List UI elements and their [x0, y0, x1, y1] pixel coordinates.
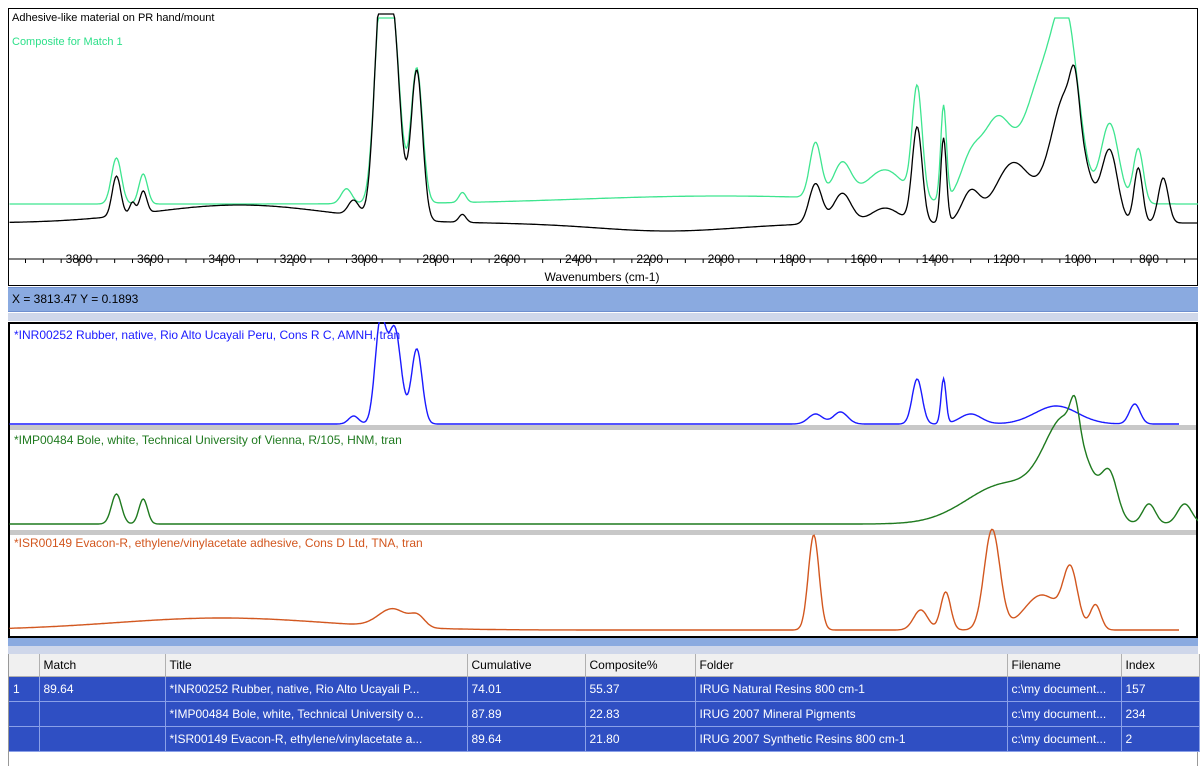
column-header-match[interactable]: Match — [39, 654, 166, 677]
table-row[interactable]: 1 89.64 *INR00252 Rubber, native, Rio Al… — [9, 676, 1200, 702]
cumulative-cell: 74.01 — [467, 676, 586, 702]
x-tick-label: 800 — [1139, 252, 1159, 266]
composite-cell: 22.83 — [585, 701, 696, 727]
x-axis-label: Wavenumbers (cm-1) — [544, 270, 660, 284]
match-value: 89.64 — [39, 676, 166, 702]
library-spectrum-title-1: *INR00252 Rubber, native, Rio Alto Ucaya… — [14, 328, 401, 342]
x-tick-label: 1400 — [922, 252, 949, 266]
filename-cell: c:\my document... — [1007, 676, 1122, 702]
x-tick-label: 3200 — [280, 252, 307, 266]
table-row[interactable]: *IMP00484 Bole, white, Technical Univers… — [9, 701, 1200, 727]
x-tick-label: 2400 — [565, 252, 592, 266]
library-spectrum-line-1 — [9, 322, 1179, 425]
splitter[interactable] — [8, 646, 1198, 654]
x-tick-label: 1600 — [850, 252, 877, 266]
match-results-table[interactable]: Match Title Cumulative Composite% Folder… — [8, 654, 1200, 766]
x-tick-label: 1200 — [993, 252, 1020, 266]
row-number: 1 — [9, 676, 40, 702]
library-spectra-panel[interactable] — [8, 322, 1198, 638]
row-number — [9, 701, 40, 727]
library-spectrum-title-3: *ISR00149 Evacon-R, ethylene/vinylacetat… — [14, 536, 423, 550]
x-tick-label: 3000 — [351, 252, 378, 266]
spectrum-plot-area[interactable] — [8, 8, 1198, 286]
filename-cell: c:\my document... — [1007, 701, 1122, 727]
cursor-readout-bar — [8, 287, 1198, 312]
sample-spectrum-line — [9, 13, 1198, 232]
composite-cell: 55.37 — [585, 676, 696, 702]
row-number — [9, 726, 40, 752]
x-tick-label: 2600 — [494, 252, 521, 266]
index-cell: 234 — [1121, 701, 1200, 727]
x-tick-label: 1800 — [779, 252, 806, 266]
library-spectrum-title-2: *IMP00484 Bole, white, Technical Univers… — [14, 433, 402, 447]
folder-cell: IRUG 2007 Mineral Pigments — [695, 701, 1008, 727]
title-cell: *IMP00484 Bole, white, Technical Univers… — [165, 701, 468, 727]
column-header-title[interactable]: Title — [165, 654, 468, 677]
cursor-readout: X = 3813.47 Y = 0.1893 — [12, 292, 139, 306]
cumulative-cell: 87.89 — [467, 701, 586, 727]
composite-cell: 21.80 — [585, 726, 696, 752]
folder-cell: IRUG 2007 Synthetic Resins 800 cm-1 — [695, 726, 1008, 752]
match-value — [39, 701, 166, 727]
splitter[interactable] — [8, 638, 1198, 646]
column-header-cumulative[interactable]: Cumulative — [467, 654, 586, 677]
legend-composite: Composite for Match 1 — [12, 36, 123, 48]
x-tick-label: 2200 — [636, 252, 663, 266]
x-tick-label: 3800 — [66, 252, 93, 266]
library-spectra-plot — [9, 322, 1198, 631]
index-cell: 157 — [1121, 676, 1200, 702]
x-tick-label: 2800 — [422, 252, 449, 266]
pane-divider — [10, 425, 1196, 430]
pane-divider — [10, 530, 1196, 535]
column-header-folder[interactable]: Folder — [695, 654, 1008, 677]
x-axis-ticks: 3800 3600 3400 3200 3000 2800 2600 2400 2200 2000… — [25, 252, 1186, 266]
folder-cell: IRUG Natural Resins 800 cm-1 — [695, 676, 1008, 702]
column-header-composite[interactable]: Composite% — [585, 654, 696, 677]
table-row[interactable]: *ISR00149 Evacon-R, ethylene/vinylacetat… — [9, 726, 1200, 752]
table-header: Match Title Cumulative Composite% Folder… — [9, 654, 1200, 677]
filename-cell: c:\my document... — [1007, 726, 1122, 752]
legend-sample: Adhesive-like material on PR hand/mount — [12, 12, 215, 24]
x-tick-label: 2000 — [708, 252, 735, 266]
x-tick-label: 3600 — [137, 252, 164, 266]
spectrum-plot[interactable]: 3800 3600 3400 3200 3000 2800 2600 2400 2200 2000… — [8, 8, 1198, 286]
title-cell: *INR00252 Rubber, native, Rio Alto Ucaya… — [165, 676, 468, 702]
match-value — [39, 726, 166, 752]
library-spectrum-line-3 — [9, 528, 1179, 631]
column-header-index[interactable]: Index — [1121, 654, 1200, 677]
splitter[interactable] — [8, 313, 1198, 321]
x-tick-label: 3400 — [208, 252, 235, 266]
x-tick-label: 1000 — [1064, 252, 1091, 266]
column-header-row-index[interactable] — [9, 654, 40, 677]
cumulative-cell: 89.64 — [467, 726, 586, 752]
library-spectrum-line-2 — [9, 394, 1198, 525]
title-cell: *ISR00149 Evacon-R, ethylene/vinylacetat… — [165, 726, 468, 752]
composite-spectrum-line — [9, 17, 1198, 205]
column-header-filename[interactable]: Filename — [1007, 654, 1122, 677]
index-cell: 2 — [1121, 726, 1200, 752]
